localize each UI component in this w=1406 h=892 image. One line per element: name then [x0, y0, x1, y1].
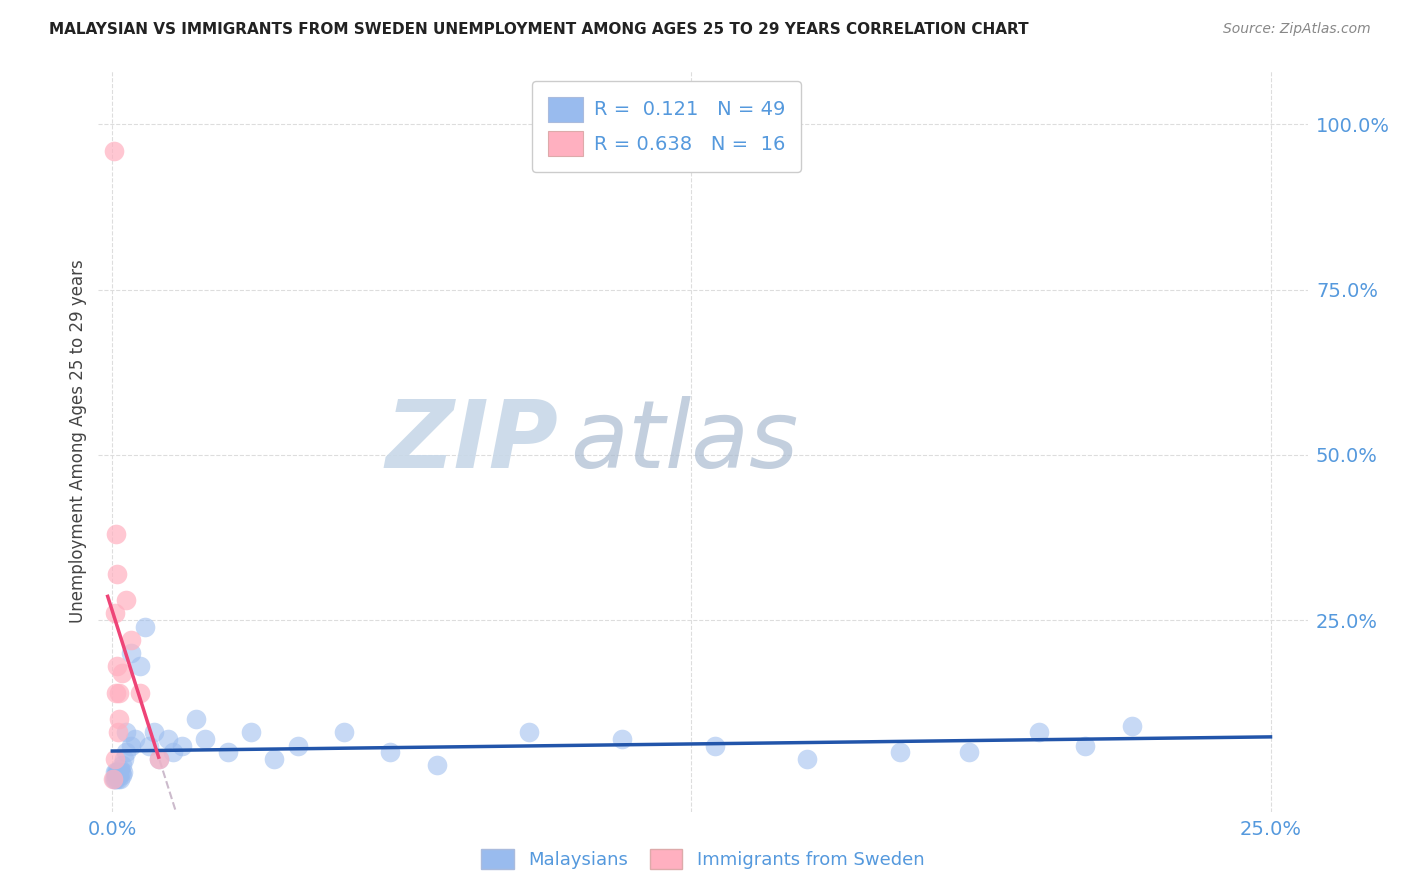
Point: [105, 566, 128, 581]
Point: [105, 772, 128, 786]
Point: [103, 772, 125, 786]
Point: [796, 752, 818, 766]
Point: [148, 752, 170, 766]
Point: [1121, 719, 1143, 733]
Legend: R =  0.121   N = 49, R = 0.638   N =  16: R = 0.121 N = 49, R = 0.638 N = 16: [531, 81, 801, 172]
Point: [105, 659, 128, 673]
Point: [1028, 725, 1050, 739]
Point: [143, 725, 166, 739]
Legend: Malaysians, Immigrants from Sweden: Malaysians, Immigrants from Sweden: [472, 839, 934, 879]
Point: [110, 665, 132, 680]
Point: [124, 731, 146, 746]
Point: [217, 745, 239, 759]
Point: [104, 772, 127, 786]
Text: Source: ZipAtlas.com: Source: ZipAtlas.com: [1223, 22, 1371, 37]
Point: [115, 745, 138, 759]
Point: [108, 712, 131, 726]
Point: [107, 772, 129, 786]
Point: [156, 731, 179, 746]
Point: [105, 765, 128, 780]
Point: [115, 593, 138, 607]
Point: [108, 768, 131, 782]
Point: [889, 745, 911, 759]
Point: [105, 765, 128, 780]
Point: [110, 758, 132, 772]
Point: [104, 765, 127, 780]
Point: [103, 772, 125, 786]
Point: [110, 768, 132, 782]
Point: [104, 607, 127, 621]
Point: [108, 762, 131, 776]
Point: [138, 739, 160, 753]
Point: [610, 731, 633, 746]
Point: [115, 725, 138, 739]
Point: [104, 752, 127, 766]
Point: [105, 686, 128, 700]
Point: [112, 752, 135, 766]
Point: [170, 739, 193, 753]
Point: [957, 745, 980, 759]
Point: [104, 527, 127, 541]
Point: [104, 768, 127, 782]
Point: [148, 752, 170, 766]
Point: [1074, 739, 1097, 753]
Point: [380, 745, 402, 759]
Point: [703, 739, 725, 753]
Point: [108, 772, 131, 786]
Text: ZIP: ZIP: [385, 395, 558, 488]
Point: [120, 739, 142, 753]
Point: [184, 712, 207, 726]
Point: [517, 725, 540, 739]
Point: [162, 745, 184, 759]
Point: [107, 725, 129, 739]
Point: [263, 752, 285, 766]
Point: [120, 632, 142, 647]
Point: [194, 731, 217, 746]
Point: [129, 659, 152, 673]
Point: [103, 144, 125, 158]
Text: atlas: atlas: [569, 396, 799, 487]
Point: [111, 765, 134, 780]
Point: [426, 758, 449, 772]
Point: [110, 765, 132, 780]
Point: [333, 725, 356, 739]
Point: [107, 765, 129, 780]
Point: [287, 739, 309, 753]
Point: [129, 686, 152, 700]
Point: [107, 686, 129, 700]
Point: [105, 768, 128, 782]
Point: [120, 646, 142, 660]
Point: [134, 620, 156, 634]
Y-axis label: Unemployment Among Ages 25 to 29 years: Unemployment Among Ages 25 to 29 years: [69, 260, 87, 624]
Text: MALAYSIAN VS IMMIGRANTS FROM SWEDEN UNEMPLOYMENT AMONG AGES 25 TO 29 YEARS CORRE: MALAYSIAN VS IMMIGRANTS FROM SWEDEN UNEM…: [49, 22, 1029, 37]
Point: [240, 725, 263, 739]
